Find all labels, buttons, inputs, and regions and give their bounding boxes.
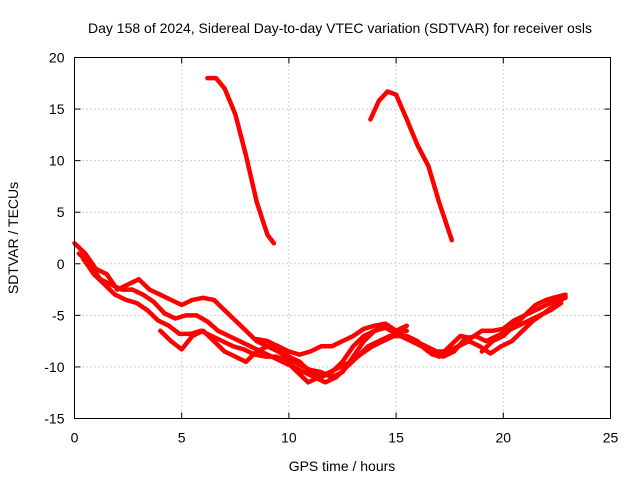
y-tick-label: -5 xyxy=(52,307,65,323)
x-tick-label: 0 xyxy=(71,430,79,446)
x-tick-label: 15 xyxy=(388,430,404,446)
x-tick-label: 10 xyxy=(281,430,297,446)
series-layer xyxy=(72,75,568,385)
x-tick-label: 20 xyxy=(496,430,512,446)
y-tick-label: 20 xyxy=(49,50,65,66)
x-tick-label: 25 xyxy=(603,430,619,446)
plot-frame xyxy=(74,57,611,419)
series-line-arc-6 xyxy=(158,323,410,380)
series-line-arc-5 xyxy=(80,256,568,385)
y-axis-label: SDTVAR / TECUs xyxy=(5,182,21,294)
series-line-arc-2 xyxy=(368,89,455,243)
series-line-arc-1 xyxy=(205,75,277,246)
y-tick-label: 15 xyxy=(49,101,65,117)
series-line-arc-8 xyxy=(479,292,568,354)
y-tick-label: 0 xyxy=(57,256,65,272)
chart-title: Day 158 of 2024, Sidereal Day-to-day VTE… xyxy=(88,20,592,36)
x-axis-label: GPS time / hours xyxy=(289,458,396,474)
tick-layer: 0 5 10 15 20 25 -15 -10 -5 0 5 10 15 20 xyxy=(44,50,618,446)
y-tick-label: -10 xyxy=(44,359,64,375)
y-tick-label: 10 xyxy=(49,153,65,169)
y-tick-label: 5 xyxy=(57,204,65,220)
y-tick-label: -15 xyxy=(44,411,64,427)
series-line-arc-4 xyxy=(76,251,564,385)
series-line-arc-7 xyxy=(254,321,410,357)
x-tick-label: 5 xyxy=(178,430,186,446)
